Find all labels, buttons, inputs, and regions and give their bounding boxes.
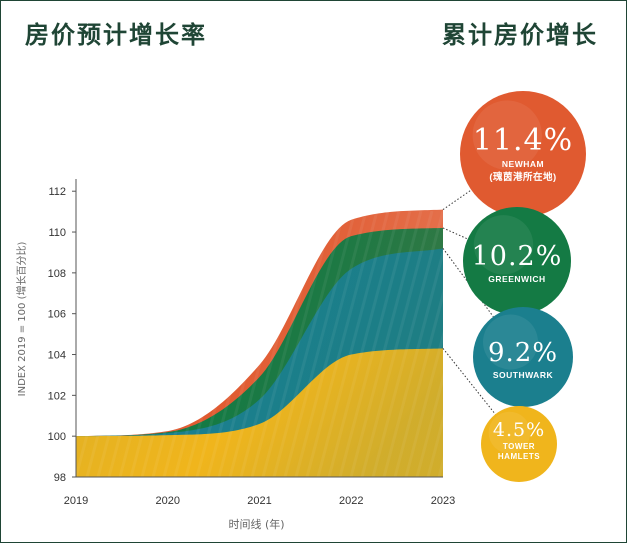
x-tick-label: 2021: [247, 495, 271, 507]
texture-streak: [415, 372, 443, 477]
y-axis-label: INDEX 2019 = 100 (增长百分比): [15, 242, 28, 397]
bubble-sheen: [473, 215, 534, 275]
area-layers: [76, 209, 443, 477]
x-tick-label: 2020: [156, 495, 180, 507]
bubble-sheen: [483, 314, 538, 370]
texture-streak: [184, 210, 258, 477]
texture-streak: [426, 414, 443, 477]
texture-streak: [261, 210, 335, 477]
texture-streak: [305, 210, 379, 477]
texture-streak: [76, 210, 148, 477]
bubble-sheen: [488, 411, 531, 454]
texture-streak: [360, 210, 434, 477]
growth-bubbles: 11.4%NEWHAM (瑰茵港所在地) 10.2% GREENWICH 9.2% SOU…: [460, 91, 586, 482]
texture-streak: [96, 210, 170, 477]
texture-streak: [195, 210, 269, 477]
texture-streak: [338, 210, 412, 477]
texture-streak: [151, 210, 225, 477]
texture-streak: [239, 210, 313, 477]
x-tick-label: 2019: [64, 495, 88, 507]
y-tick-label: 104: [48, 350, 66, 362]
texture-streak: [349, 210, 423, 477]
connector-greenwich: [442, 227, 468, 240]
bubble-area-subtitle: (瑰茵港所在地): [489, 171, 556, 183]
bubble-percentage: 10.2%: [472, 241, 563, 272]
y-tick-label: 108: [48, 268, 66, 280]
texture-streak: [206, 210, 280, 477]
bubble-percentage: 9.2%: [488, 338, 558, 368]
texture-streak: [107, 210, 181, 477]
bubble-area-subtitle: HAMLETS: [498, 452, 540, 461]
texture-streak: [217, 210, 291, 477]
connector-tower-hamlets: [442, 348, 496, 415]
texture-streak: [85, 210, 159, 477]
y-tick-label: 98: [54, 472, 66, 484]
texture-streak: [118, 210, 192, 477]
bubble-area-name: GREENWICH: [488, 274, 545, 284]
bubble-area-name: SOUTHWARK: [493, 370, 554, 380]
axes: 98 100 102 104 106 108 110 112 2019 2020 2021 2022 2…: [15, 179, 455, 531]
x-axis-label: 时间线 (年): [228, 517, 284, 531]
area-tower-hamlets: [76, 348, 443, 477]
bubble-southwark: [473, 307, 573, 407]
texture-streak: [327, 210, 401, 477]
bubble-sheen: [472, 100, 542, 170]
y-tick-label: 112: [48, 186, 66, 198]
bubble-percentage: 11.4%: [473, 123, 573, 158]
texture-streak: [140, 210, 214, 477]
texture-streak: [272, 210, 346, 477]
texture-streak: [382, 246, 443, 477]
bubble-greenwich: [463, 207, 571, 315]
y-tick-label: 106: [48, 309, 66, 321]
texture-streak: [294, 210, 368, 477]
cumulative-growth-title: 累计房价增长: [442, 21, 598, 49]
texture-streak: [162, 210, 236, 477]
bubble-area-name: NEWHAM: [502, 159, 544, 169]
connector-newham: [442, 189, 472, 210]
y-tick-label: 100: [48, 431, 66, 443]
texture-streak: [173, 210, 247, 477]
bubble-area-name: TOWER: [503, 442, 535, 451]
x-tick-label: 2022: [339, 495, 363, 507]
texture-streak: [228, 210, 302, 477]
y-tick-label: 102: [48, 390, 66, 402]
bubble-newham: [460, 91, 586, 217]
texture-streak: [129, 210, 203, 477]
texture-streak: [371, 210, 443, 477]
bubble-tower-hamlets: [481, 406, 557, 482]
texture-streak: [393, 288, 443, 477]
texture-streak: [283, 210, 357, 477]
y-tick-label: 110: [48, 227, 66, 239]
bubble-percentage: 4.5%: [493, 419, 545, 441]
texture-streak: [404, 330, 443, 477]
texture-streak: [316, 210, 390, 477]
chart-title: 房价预计增长率: [25, 21, 207, 49]
x-tick-label: 2023: [431, 495, 455, 507]
texture-streak: [250, 210, 324, 477]
